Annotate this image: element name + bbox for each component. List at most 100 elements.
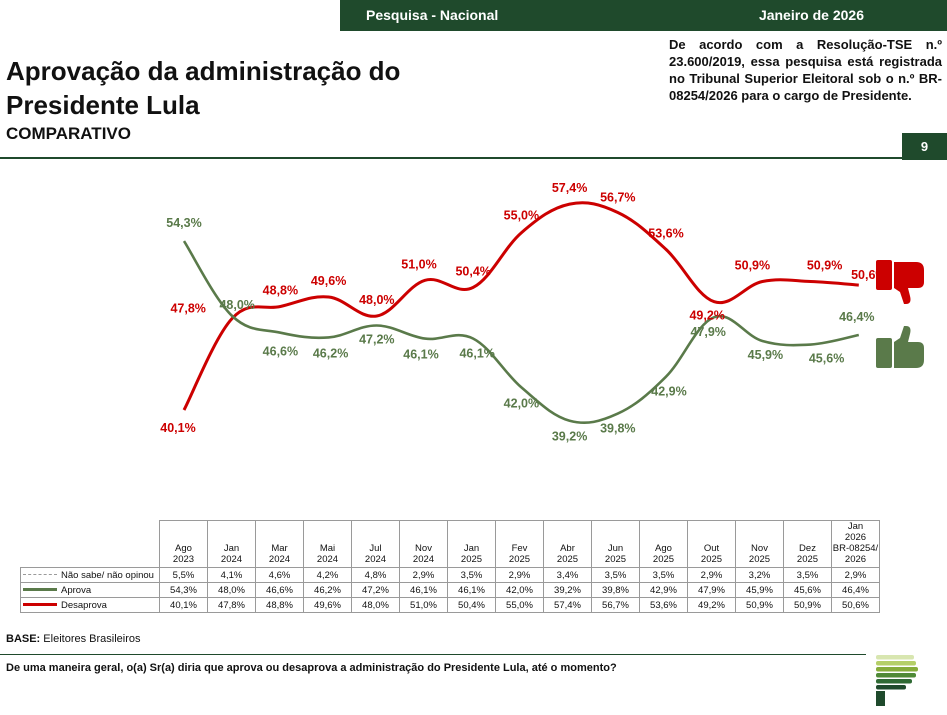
table-cell: 45,6% bbox=[783, 582, 832, 598]
table-cell: 50,9% bbox=[735, 597, 784, 613]
table-column-header: Mai 2024 bbox=[303, 520, 352, 568]
table-cell: 46,4% bbox=[831, 582, 880, 598]
survey-question: De uma maneira geral, o(a) Sr(a) diria q… bbox=[6, 662, 617, 674]
table-cell: 45,9% bbox=[735, 582, 784, 598]
table-column-header: Jul 2024 bbox=[351, 520, 400, 568]
table-column-header: Nov 2025 bbox=[735, 520, 784, 568]
table-cell: 4,6% bbox=[255, 567, 304, 583]
data-label-aprova: 46,4% bbox=[839, 310, 874, 324]
table-column-header: Out 2025 bbox=[687, 520, 736, 568]
table-cell: 2,9% bbox=[495, 567, 544, 583]
page-subtitle: COMPARATIVO bbox=[6, 124, 131, 143]
logo-stripe bbox=[876, 661, 916, 666]
table-cell: 4,2% bbox=[303, 567, 352, 583]
table-cell: 47,2% bbox=[351, 582, 400, 598]
base-text: Eleitores Brasileiros bbox=[43, 633, 141, 645]
table-row-desaprova: Desaprova 40,1% 47,8% 48,8% 49,6% 48,0% 51,0%… bbox=[20, 597, 880, 613]
data-label-desaprova: 40,1% bbox=[160, 421, 195, 435]
data-label-desaprova: 49,2% bbox=[689, 309, 724, 323]
data-label-aprova: 45,6% bbox=[809, 352, 844, 366]
banner-survey-scope: Pesquisa - Nacional bbox=[366, 7, 499, 23]
table-cell: 3,5% bbox=[639, 567, 688, 583]
table-cell: 2,9% bbox=[687, 567, 736, 583]
legend-label-aprova: Aprova bbox=[61, 584, 92, 596]
table-cell: 46,1% bbox=[399, 582, 448, 598]
table-cell: 48,0% bbox=[207, 582, 256, 598]
page-number: 9 bbox=[902, 133, 947, 160]
legend-swatch-aprova bbox=[23, 588, 57, 592]
base-note: BASE: Eleitores Brasileiros bbox=[6, 633, 141, 645]
table-cell: 3,4% bbox=[543, 567, 592, 583]
data-label-desaprova: 50,9% bbox=[807, 259, 842, 273]
logo-stem bbox=[876, 691, 885, 706]
base-label: BASE: bbox=[6, 633, 41, 645]
legend-swatch-nao-sabe bbox=[23, 574, 57, 576]
table-row-nao-sabe: Não sabe/ não opinou 5,5% 4,1% 4,6% 4,2% 4,8… bbox=[20, 567, 880, 583]
logo-stripe bbox=[876, 673, 916, 678]
table-cell: 50,6% bbox=[831, 597, 880, 613]
table-cell: 49,6% bbox=[303, 597, 352, 613]
data-table: Ago 2023 Jan 2024 Mar 2024 Mai 2024 Jul 2024 Nov 20… bbox=[20, 520, 880, 613]
table-cell: 57,4% bbox=[543, 597, 592, 613]
data-label-aprova: 48,0% bbox=[219, 298, 254, 312]
data-label-desaprova: 53,6% bbox=[648, 226, 683, 240]
data-label-layer: 40,1% 47,8% 48,8% 49,6% 48,0% 51,0% 50,4% 55,0%… bbox=[160, 181, 886, 444]
table-cell: 42,9% bbox=[639, 582, 688, 598]
thumbs-down-icon bbox=[876, 260, 924, 304]
table-column-header: Nov 2024 bbox=[399, 520, 448, 568]
data-label-desaprova: 48,0% bbox=[359, 293, 394, 307]
series-layer bbox=[182, 201, 860, 424]
table-column-header: Jun 2025 bbox=[591, 520, 640, 568]
table-column-header: Abr 2025 bbox=[543, 520, 592, 568]
data-label-desaprova: 48,8% bbox=[263, 284, 298, 298]
table-cell: 47,9% bbox=[687, 582, 736, 598]
data-label-desaprova: 50,9% bbox=[735, 259, 770, 273]
table-cell: 42,0% bbox=[495, 582, 544, 598]
table-cell: 47,8% bbox=[207, 597, 256, 613]
table-cell: 53,6% bbox=[639, 597, 688, 613]
table-column-header: Mar 2024 bbox=[255, 520, 304, 568]
table-column-header: Jan 2026 BR-08254/2026 bbox=[831, 520, 880, 568]
logo-stripe bbox=[876, 667, 918, 672]
data-label-aprova: 47,9% bbox=[690, 325, 725, 339]
table-column-header: Ago 2025 bbox=[639, 520, 688, 568]
banner-date: Janeiro de 2026 bbox=[758, 7, 864, 23]
table-cell: 39,8% bbox=[591, 582, 640, 598]
table-cell: 48,0% bbox=[351, 597, 400, 613]
legend-swatch-desaprova bbox=[23, 603, 57, 607]
data-label-desaprova: 56,7% bbox=[600, 191, 635, 205]
table-cell: 55,0% bbox=[495, 597, 544, 613]
table-cell: 2,9% bbox=[831, 567, 880, 583]
table-cell: 3,5% bbox=[447, 567, 496, 583]
table-header-row: Ago 2023 Jan 2024 Mar 2024 Mai 2024 Jul 2024 Nov 20… bbox=[21, 520, 880, 568]
table-column-header: Fev 2025 bbox=[495, 520, 544, 568]
data-label-desaprova: 57,4% bbox=[552, 181, 587, 195]
data-label-desaprova: 49,6% bbox=[311, 274, 346, 288]
logo-stripe bbox=[876, 685, 906, 690]
table-column-header: Dez 2025 bbox=[783, 520, 832, 568]
table-cell: 50,4% bbox=[447, 597, 496, 613]
page-title: Aprovação da administração do Presidente… bbox=[6, 56, 401, 120]
table-cell: 46,6% bbox=[255, 582, 304, 598]
data-label-desaprova: 51,0% bbox=[401, 257, 436, 271]
logo-stripe bbox=[876, 679, 912, 684]
row-label-aprova: Aprova bbox=[20, 582, 160, 598]
logo-stripes-icon bbox=[876, 655, 918, 706]
table-cell: 49,2% bbox=[687, 597, 736, 613]
data-label-aprova: 39,2% bbox=[552, 430, 587, 444]
data-label-desaprova: 55,0% bbox=[504, 209, 539, 223]
data-label-aprova: 42,0% bbox=[504, 396, 539, 410]
table-row-aprova: Aprova 54,3% 48,0% 46,6% 46,2% 47,2% 46,1% 46,… bbox=[20, 582, 880, 598]
table-cell: 50,9% bbox=[783, 597, 832, 613]
table-corner bbox=[21, 521, 160, 568]
data-label-aprova: 46,1% bbox=[403, 348, 438, 362]
data-label-aprova: 54,3% bbox=[166, 216, 201, 230]
table-cell: 3,5% bbox=[783, 567, 832, 583]
table-cell: 40,1% bbox=[159, 597, 208, 613]
header-divider bbox=[0, 157, 902, 159]
table-column-header: Jan 2025 bbox=[447, 520, 496, 568]
table-cell: 46,1% bbox=[447, 582, 496, 598]
row-label-nao-sabe: Não sabe/ não opinou bbox=[20, 567, 160, 583]
table-cell: 39,2% bbox=[543, 582, 592, 598]
table-cell: 3,5% bbox=[591, 567, 640, 583]
